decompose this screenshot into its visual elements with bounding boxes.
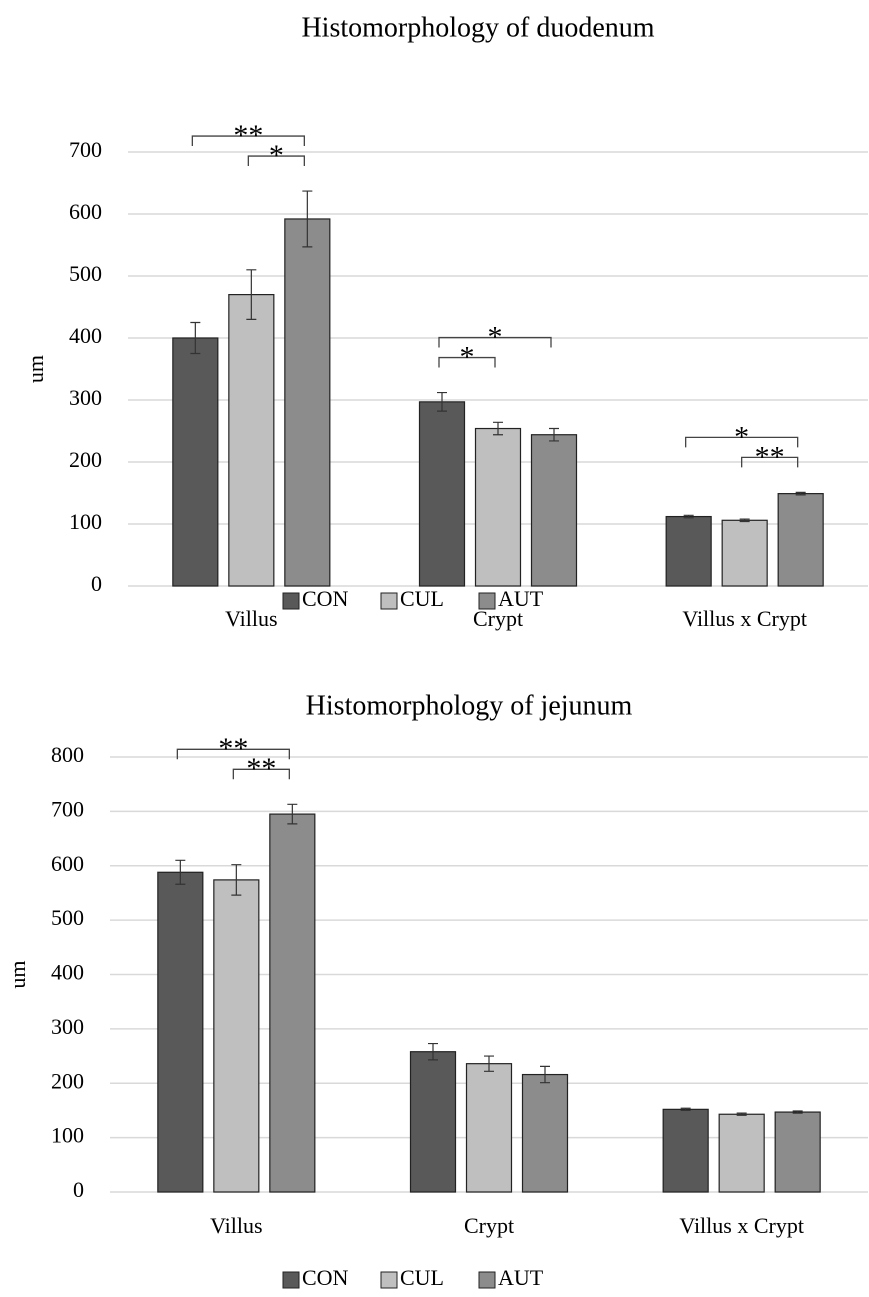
legend-label: CUL [400, 586, 444, 611]
y-tick-label: 300 [51, 1014, 84, 1039]
bar [721, 519, 768, 587]
significance-bracket [438, 336, 552, 348]
bar [269, 813, 316, 1193]
error-bar [231, 864, 242, 896]
chart: Histomorphology of jejunum um 0 100 200 300 40… [5, 690, 868, 1290]
error-bar [302, 190, 313, 248]
y-tick-label: 400 [51, 960, 84, 985]
bar [465, 1063, 513, 1193]
legend-label: AUT [498, 586, 544, 611]
legend-label: CON [302, 586, 349, 611]
significance-bracket [191, 135, 305, 147]
significance-label: * [460, 340, 475, 373]
significance-label: ** [755, 440, 785, 473]
error-bar [175, 859, 186, 885]
legend-swatch [380, 592, 398, 610]
bar [662, 1108, 709, 1193]
legend-swatch [380, 1271, 398, 1289]
error-bar [739, 518, 750, 523]
significance-label: * [488, 320, 503, 353]
error-bar [680, 1107, 691, 1112]
significance-bracket [232, 768, 290, 780]
legend-swatch [478, 1271, 496, 1289]
bar [521, 1073, 569, 1193]
y-tick-label: 100 [69, 509, 102, 534]
y-tick-label: 800 [51, 742, 84, 767]
error-bar [540, 1065, 550, 1084]
error-bar [493, 421, 503, 436]
significance-bracket [741, 456, 799, 468]
x-tick-label: Villus x Crypt [682, 606, 807, 631]
error-bar [736, 1112, 747, 1116]
x-tick-label: Villus x Crypt [679, 1213, 804, 1238]
x-tick-label: Villus [210, 1213, 262, 1238]
bar [665, 515, 712, 587]
x-tick-label: Crypt [464, 1213, 514, 1238]
legend-label: CON [302, 1265, 349, 1290]
y-tick-label: 600 [69, 199, 102, 224]
bar [777, 493, 824, 587]
x-tick-label: Villus [225, 606, 277, 631]
significance-bracket [176, 748, 290, 760]
significance-bracket [438, 356, 496, 368]
error-bar [246, 269, 257, 320]
bar [774, 1111, 821, 1193]
y-axis-label: um [23, 355, 48, 383]
y-tick-label: 700 [69, 137, 102, 162]
significance-bracket [685, 436, 799, 448]
bar [284, 218, 331, 587]
legend-label: CUL [400, 1265, 444, 1290]
significance-label: * [734, 420, 749, 453]
y-tick-label: 500 [69, 261, 102, 286]
y-tick-label: 700 [51, 796, 84, 821]
bar [228, 294, 275, 587]
significance-label: ** [233, 119, 263, 152]
bar [474, 427, 522, 587]
y-tick-label: 600 [51, 851, 84, 876]
error-bar [792, 1110, 803, 1114]
error-bar [437, 391, 447, 412]
significance-label: ** [246, 752, 276, 785]
y-tick-label: 300 [69, 385, 102, 410]
bar [418, 401, 466, 587]
chart-title: Histomorphology of duodenum [301, 12, 654, 43]
bar [172, 337, 219, 587]
significance-bracket [247, 155, 305, 167]
y-tick-label: 0 [91, 571, 102, 596]
error-bar [287, 803, 298, 825]
y-tick-label: 400 [69, 323, 102, 348]
y-tick-label: 0 [73, 1177, 84, 1202]
bar [213, 879, 260, 1193]
chart: Histomorphology of duodenum um 0 100 200 300 4… [23, 12, 868, 631]
error-bar [190, 321, 201, 355]
error-bar [428, 1042, 438, 1061]
y-tick-label: 500 [51, 905, 84, 930]
bar [530, 434, 578, 587]
error-bar [795, 491, 806, 496]
y-tick-label: 200 [69, 447, 102, 472]
chart-title: Histomorphology of jejunum [306, 690, 633, 721]
significance-label: * [269, 139, 284, 172]
legend-swatch [282, 592, 300, 610]
legend-label: AUT [498, 1265, 544, 1290]
bar [157, 871, 204, 1193]
legend-swatch [282, 1271, 300, 1289]
y-axis-label: um [5, 960, 30, 988]
bar [409, 1051, 457, 1193]
error-bar [549, 427, 559, 442]
x-tick-label: Crypt [473, 606, 523, 631]
error-bar [484, 1055, 494, 1072]
error-bar [683, 514, 694, 519]
y-tick-label: 100 [51, 1123, 84, 1148]
significance-label: ** [218, 732, 248, 765]
bar [718, 1113, 765, 1193]
y-tick-label: 200 [51, 1068, 84, 1093]
legend-swatch [478, 592, 496, 610]
